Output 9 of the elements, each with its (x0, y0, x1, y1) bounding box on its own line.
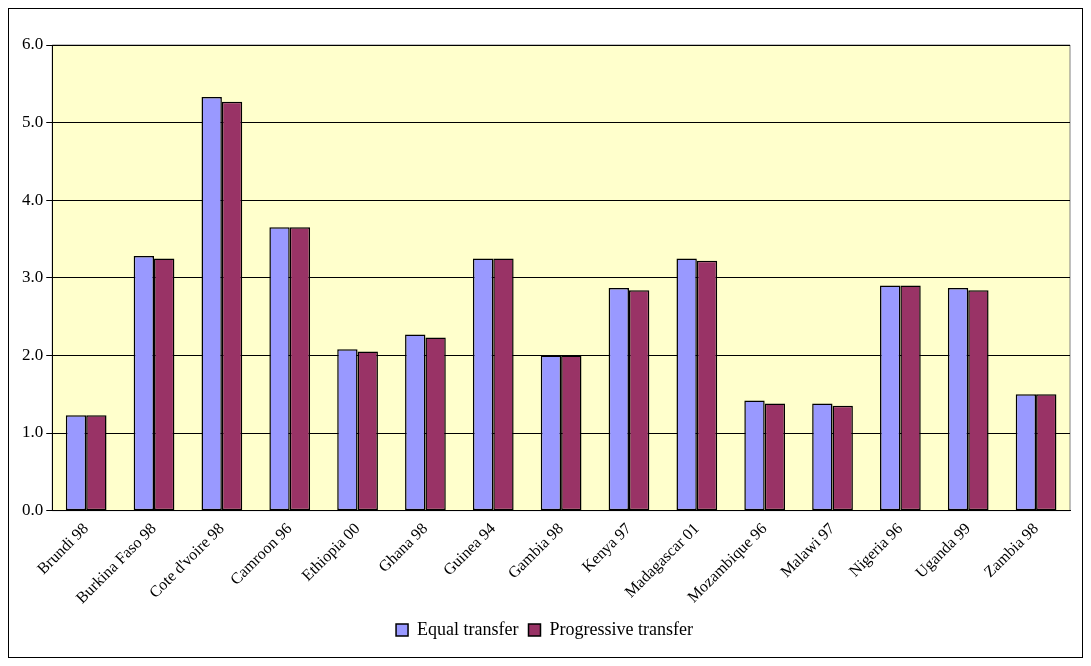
legend-label: Progressive transfer (549, 618, 693, 639)
legend-label: Equal transfer (417, 618, 519, 639)
y-tick-label: 6.0 (22, 34, 44, 54)
y-tick-label: 3.0 (22, 267, 44, 287)
y-tick-label: 2.0 (22, 344, 44, 364)
y-tick-label: 4.0 (22, 189, 44, 209)
y-tick-label: 5.0 (22, 112, 44, 132)
y-tick-label: 1.0 (22, 422, 44, 442)
y-tick-label: 0.0 (22, 500, 44, 520)
